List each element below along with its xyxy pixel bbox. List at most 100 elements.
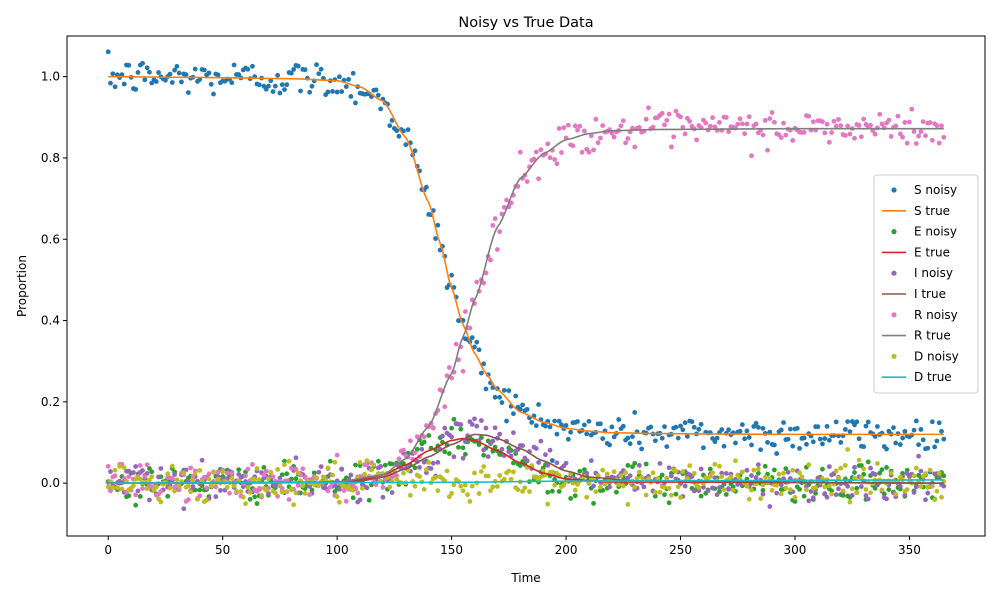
legend-marker — [891, 187, 897, 193]
data-point-R — [861, 116, 867, 122]
data-point-R — [659, 110, 665, 116]
data-point-S — [449, 272, 454, 278]
data-point-S — [584, 431, 590, 437]
data-point-D — [167, 485, 173, 491]
data-point-S — [678, 423, 683, 429]
data-point-E — [350, 495, 356, 501]
data-point-D — [799, 474, 805, 480]
data-point-R — [687, 118, 693, 124]
data-point-S — [497, 394, 503, 400]
legend-item: R noisy — [891, 308, 958, 322]
data-point-S — [863, 423, 869, 429]
data-point-R — [739, 121, 745, 127]
data-point-S — [353, 100, 358, 106]
data-point-E — [311, 470, 317, 476]
data-point-S — [343, 84, 349, 90]
data-point-R — [868, 122, 873, 128]
data-point-D — [314, 475, 319, 481]
data-point-R — [847, 131, 853, 137]
data-point-S — [815, 424, 821, 430]
data-point-S — [144, 65, 150, 71]
data-point-D — [449, 491, 454, 496]
data-point-S — [925, 445, 931, 451]
data-point-S — [201, 67, 207, 73]
data-point-S — [936, 420, 942, 426]
data-point-S — [481, 361, 487, 367]
data-point-I — [682, 483, 688, 489]
data-point-D — [849, 486, 855, 492]
data-point-S — [659, 435, 665, 441]
data-point-D — [254, 465, 260, 471]
data-point-D — [769, 487, 775, 493]
data-point-D — [788, 487, 793, 493]
data-point-R — [712, 124, 718, 130]
data-point-D — [861, 466, 867, 472]
data-point-I — [462, 439, 468, 445]
data-point-S — [373, 87, 379, 93]
data-point-R — [632, 144, 638, 150]
data-point-R — [536, 176, 541, 182]
data-point-D — [494, 484, 500, 489]
data-point-S — [824, 423, 830, 429]
data-point-S — [600, 436, 606, 441]
data-point-I — [554, 460, 560, 466]
data-point-R — [611, 134, 617, 140]
data-point-R — [831, 118, 837, 124]
data-point-D — [247, 490, 253, 495]
data-point-D — [829, 491, 835, 497]
data-point-S — [820, 441, 825, 447]
data-point-I — [481, 447, 487, 453]
data-point-R — [158, 489, 164, 494]
data-point-E — [941, 473, 947, 479]
data-point-S — [433, 236, 438, 241]
data-point-D — [188, 489, 194, 495]
legend-marker — [891, 353, 897, 359]
data-point-S — [378, 106, 384, 112]
data-point-I — [380, 494, 386, 500]
data-point-S — [684, 434, 690, 439]
data-point-S — [932, 444, 938, 450]
data-point-E — [442, 449, 448, 455]
data-point-E — [126, 493, 132, 499]
data-point-D — [334, 494, 340, 500]
data-point-D — [215, 476, 221, 482]
data-point-R — [829, 130, 835, 135]
data-point-D — [600, 467, 606, 473]
data-point-D — [721, 487, 727, 493]
data-point-I — [339, 466, 345, 472]
data-point-D — [783, 485, 789, 491]
data-point-R — [373, 482, 379, 488]
data-point-R — [595, 140, 601, 146]
data-point-D — [939, 494, 944, 500]
data-point-D — [668, 492, 674, 498]
data-point-I — [133, 464, 139, 469]
data-point-D — [691, 470, 697, 476]
data-point-D — [575, 482, 580, 487]
data-point-S — [153, 79, 159, 84]
data-point-R — [918, 129, 924, 135]
data-point-D — [929, 483, 935, 489]
data-point-D — [288, 486, 294, 492]
data-point-R — [105, 463, 111, 469]
data-point-D — [472, 470, 477, 476]
data-point-S — [121, 81, 127, 87]
data-point-D — [234, 488, 239, 494]
data-point-R — [263, 468, 269, 474]
data-point-R — [256, 485, 262, 491]
data-point-R — [650, 124, 656, 130]
data-point-S — [135, 70, 141, 75]
data-point-I — [217, 488, 223, 493]
data-point-S — [529, 419, 535, 425]
data-point-R — [295, 482, 301, 488]
data-point-E — [460, 445, 466, 451]
data-point-E — [462, 451, 468, 457]
data-point-D — [927, 467, 933, 473]
data-point-R — [678, 114, 683, 120]
data-point-D — [286, 458, 292, 464]
data-point-I — [641, 484, 647, 490]
data-point-S — [698, 421, 704, 427]
data-point-E — [261, 465, 267, 470]
data-point-D — [797, 470, 802, 476]
data-point-S — [330, 89, 335, 94]
